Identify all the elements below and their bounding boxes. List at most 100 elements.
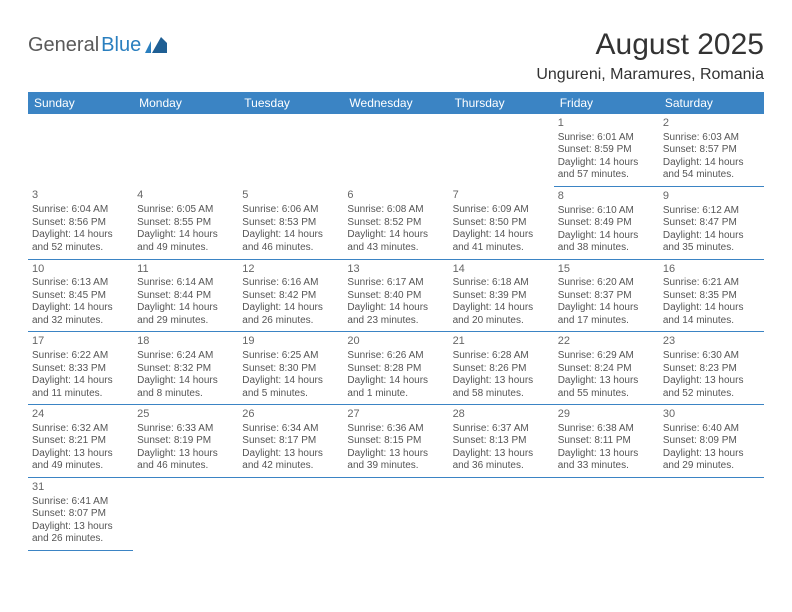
day-number: 17 bbox=[32, 335, 129, 349]
sunrise-text: Sunrise: 6:14 AM bbox=[137, 277, 234, 290]
calendar-row: 10Sunrise: 6:13 AMSunset: 8:45 PMDayligh… bbox=[28, 259, 764, 332]
calendar-cell: 25Sunrise: 6:33 AMSunset: 8:19 PMDayligh… bbox=[133, 405, 238, 478]
daylight-text: Daylight: 14 hours and 1 minute. bbox=[347, 375, 444, 400]
sunset-text: Sunset: 8:23 PM bbox=[663, 363, 760, 376]
sunset-text: Sunset: 8:32 PM bbox=[137, 363, 234, 376]
calendar-cell: 20Sunrise: 6:26 AMSunset: 8:28 PMDayligh… bbox=[343, 332, 448, 405]
daylight-text: Daylight: 14 hours and 49 minutes. bbox=[137, 229, 234, 254]
sunrise-text: Sunrise: 6:41 AM bbox=[32, 496, 129, 509]
sunrise-text: Sunrise: 6:05 AM bbox=[137, 204, 234, 217]
weekday-header: Friday bbox=[554, 92, 659, 114]
daylight-text: Daylight: 14 hours and 14 minutes. bbox=[663, 302, 760, 327]
day-number: 29 bbox=[558, 408, 655, 422]
sunrise-text: Sunrise: 6:29 AM bbox=[558, 350, 655, 363]
sunset-text: Sunset: 8:40 PM bbox=[347, 290, 444, 303]
daylight-text: Daylight: 13 hours and 39 minutes. bbox=[347, 448, 444, 473]
sunrise-text: Sunrise: 6:33 AM bbox=[137, 423, 234, 436]
day-number: 23 bbox=[663, 335, 760, 349]
sunset-text: Sunset: 8:19 PM bbox=[137, 435, 234, 448]
daylight-text: Daylight: 14 hours and 32 minutes. bbox=[32, 302, 129, 327]
sunrise-text: Sunrise: 6:25 AM bbox=[242, 350, 339, 363]
daylight-text: Daylight: 14 hours and 52 minutes. bbox=[32, 229, 129, 254]
weekday-header: Sunday bbox=[28, 92, 133, 114]
sunset-text: Sunset: 8:09 PM bbox=[663, 435, 760, 448]
sunset-text: Sunset: 8:13 PM bbox=[453, 435, 550, 448]
sunrise-text: Sunrise: 6:03 AM bbox=[663, 132, 760, 145]
calendar-body: 1Sunrise: 6:01 AMSunset: 8:59 PMDaylight… bbox=[28, 114, 764, 550]
calendar-cell: 24Sunrise: 6:32 AMSunset: 8:21 PMDayligh… bbox=[28, 405, 133, 478]
calendar-row: 1Sunrise: 6:01 AMSunset: 8:59 PMDaylight… bbox=[28, 114, 764, 186]
calendar-cell: 29Sunrise: 6:38 AMSunset: 8:11 PMDayligh… bbox=[554, 405, 659, 478]
daylight-text: Daylight: 14 hours and 26 minutes. bbox=[242, 302, 339, 327]
calendar-cell: 1Sunrise: 6:01 AMSunset: 8:59 PMDaylight… bbox=[554, 114, 659, 186]
calendar-cell: 12Sunrise: 6:16 AMSunset: 8:42 PMDayligh… bbox=[238, 259, 343, 332]
sunset-text: Sunset: 8:50 PM bbox=[453, 217, 550, 230]
calendar-row: 31Sunrise: 6:41 AMSunset: 8:07 PMDayligh… bbox=[28, 477, 764, 550]
calendar-cell: 30Sunrise: 6:40 AMSunset: 8:09 PMDayligh… bbox=[659, 405, 764, 478]
sunset-text: Sunset: 8:52 PM bbox=[347, 217, 444, 230]
calendar-cell: 13Sunrise: 6:17 AMSunset: 8:40 PMDayligh… bbox=[343, 259, 448, 332]
calendar-cell: 8Sunrise: 6:10 AMSunset: 8:49 PMDaylight… bbox=[554, 186, 659, 259]
calendar-cell bbox=[659, 477, 764, 550]
daylight-text: Daylight: 14 hours and 41 minutes. bbox=[453, 229, 550, 254]
sunset-text: Sunset: 8:53 PM bbox=[242, 217, 339, 230]
day-number: 27 bbox=[347, 408, 444, 422]
calendar-cell: 14Sunrise: 6:18 AMSunset: 8:39 PMDayligh… bbox=[449, 259, 554, 332]
calendar-cell: 4Sunrise: 6:05 AMSunset: 8:55 PMDaylight… bbox=[133, 186, 238, 259]
sunset-text: Sunset: 8:17 PM bbox=[242, 435, 339, 448]
calendar-cell: 19Sunrise: 6:25 AMSunset: 8:30 PMDayligh… bbox=[238, 332, 343, 405]
sunrise-text: Sunrise: 6:18 AM bbox=[453, 277, 550, 290]
daylight-text: Daylight: 14 hours and 29 minutes. bbox=[137, 302, 234, 327]
sunrise-text: Sunrise: 6:17 AM bbox=[347, 277, 444, 290]
sunrise-text: Sunrise: 6:37 AM bbox=[453, 423, 550, 436]
day-number: 6 bbox=[347, 189, 444, 203]
day-number: 8 bbox=[558, 190, 655, 204]
sunset-text: Sunset: 8:35 PM bbox=[663, 290, 760, 303]
sunrise-text: Sunrise: 6:34 AM bbox=[242, 423, 339, 436]
sunrise-text: Sunrise: 6:04 AM bbox=[32, 204, 129, 217]
daylight-text: Daylight: 14 hours and 35 minutes. bbox=[663, 230, 760, 255]
daylight-text: Daylight: 13 hours and 52 minutes. bbox=[663, 375, 760, 400]
sunset-text: Sunset: 8:45 PM bbox=[32, 290, 129, 303]
calendar-cell: 23Sunrise: 6:30 AMSunset: 8:23 PMDayligh… bbox=[659, 332, 764, 405]
calendar-cell: 7Sunrise: 6:09 AMSunset: 8:50 PMDaylight… bbox=[449, 186, 554, 259]
sunrise-text: Sunrise: 6:26 AM bbox=[347, 350, 444, 363]
day-number: 12 bbox=[242, 263, 339, 277]
sunrise-text: Sunrise: 6:20 AM bbox=[558, 277, 655, 290]
page-header: General Blue August 2025 Ungureni, Maram… bbox=[28, 28, 764, 84]
daylight-text: Daylight: 14 hours and 11 minutes. bbox=[32, 375, 129, 400]
calendar-cell: 22Sunrise: 6:29 AMSunset: 8:24 PMDayligh… bbox=[554, 332, 659, 405]
calendar-cell: 28Sunrise: 6:37 AMSunset: 8:13 PMDayligh… bbox=[449, 405, 554, 478]
calendar-cell: 10Sunrise: 6:13 AMSunset: 8:45 PMDayligh… bbox=[28, 259, 133, 332]
sunset-text: Sunset: 8:59 PM bbox=[558, 144, 655, 157]
calendar-cell: 31Sunrise: 6:41 AMSunset: 8:07 PMDayligh… bbox=[28, 477, 133, 550]
month-title: August 2025 bbox=[536, 28, 764, 62]
sunset-text: Sunset: 8:28 PM bbox=[347, 363, 444, 376]
calendar-cell bbox=[449, 114, 554, 186]
calendar-cell bbox=[449, 477, 554, 550]
sunset-text: Sunset: 8:39 PM bbox=[453, 290, 550, 303]
location-text: Ungureni, Maramures, Romania bbox=[536, 66, 764, 84]
daylight-text: Daylight: 14 hours and 46 minutes. bbox=[242, 229, 339, 254]
calendar-cell: 9Sunrise: 6:12 AMSunset: 8:47 PMDaylight… bbox=[659, 186, 764, 259]
calendar-cell: 3Sunrise: 6:04 AMSunset: 8:56 PMDaylight… bbox=[28, 186, 133, 259]
daylight-text: Daylight: 13 hours and 29 minutes. bbox=[663, 448, 760, 473]
sunset-text: Sunset: 8:55 PM bbox=[137, 217, 234, 230]
daylight-text: Daylight: 14 hours and 57 minutes. bbox=[558, 157, 655, 182]
sunset-text: Sunset: 8:15 PM bbox=[347, 435, 444, 448]
day-number: 13 bbox=[347, 263, 444, 277]
sunrise-text: Sunrise: 6:16 AM bbox=[242, 277, 339, 290]
day-number: 2 bbox=[663, 117, 760, 131]
calendar-cell: 5Sunrise: 6:06 AMSunset: 8:53 PMDaylight… bbox=[238, 186, 343, 259]
calendar-cell bbox=[133, 114, 238, 186]
day-number: 3 bbox=[32, 189, 129, 203]
calendar-cell: 27Sunrise: 6:36 AMSunset: 8:15 PMDayligh… bbox=[343, 405, 448, 478]
day-number: 25 bbox=[137, 408, 234, 422]
calendar-cell: 11Sunrise: 6:14 AMSunset: 8:44 PMDayligh… bbox=[133, 259, 238, 332]
daylight-text: Daylight: 14 hours and 23 minutes. bbox=[347, 302, 444, 327]
day-number: 9 bbox=[663, 190, 760, 204]
day-number: 30 bbox=[663, 408, 760, 422]
calendar-cell bbox=[238, 114, 343, 186]
sunset-text: Sunset: 8:57 PM bbox=[663, 144, 760, 157]
sunrise-text: Sunrise: 6:06 AM bbox=[242, 204, 339, 217]
